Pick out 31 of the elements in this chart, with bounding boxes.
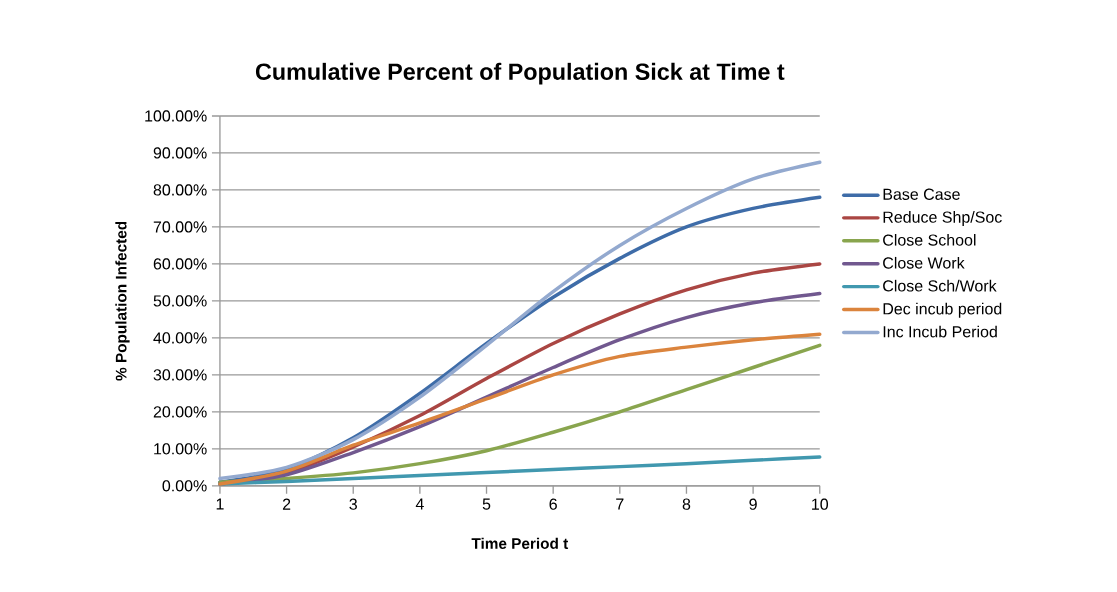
y-tick-label: 70.00% bbox=[153, 221, 207, 233]
x-tick-label: 1 bbox=[216, 498, 224, 510]
y-tick-label: 90.00% bbox=[153, 147, 207, 159]
y-tick-label: 80.00% bbox=[153, 184, 207, 196]
x-tick-label: 6 bbox=[549, 498, 557, 510]
y-tick-label: 20.00% bbox=[153, 406, 207, 418]
y-tick-label: 40.00% bbox=[153, 332, 207, 344]
x-axis-title: Time Period t bbox=[471, 537, 569, 550]
x-tick-label: 7 bbox=[616, 498, 624, 510]
x-tick-label: 9 bbox=[749, 498, 757, 510]
legend-label: Dec incub period bbox=[883, 302, 1002, 318]
x-tick-label: 5 bbox=[482, 498, 491, 510]
x-tick-label: 10 bbox=[812, 498, 829, 510]
y-tick-label: 60.00% bbox=[153, 258, 207, 270]
legend-label: Close Sch/Work bbox=[883, 279, 997, 292]
y-tick-label: 0.00% bbox=[162, 480, 207, 492]
legend-label: Reduce Shp/Soc bbox=[883, 211, 1002, 227]
x-tick-label: 4 bbox=[415, 498, 424, 510]
legend-label: Close Work bbox=[883, 257, 965, 269]
y-tick-label: 10.00% bbox=[154, 443, 207, 455]
legend-label: Base Case bbox=[883, 188, 960, 200]
y-axis-title: % Population Infected bbox=[115, 221, 130, 381]
y-tick-label: 100.00% bbox=[145, 110, 207, 122]
x-tick-label: 2 bbox=[282, 498, 291, 510]
legend-label: Close School bbox=[883, 234, 976, 246]
legend-label: Inc Incub Period bbox=[883, 325, 997, 338]
chart-title: Cumulative Percent of Population Sick at Time t bbox=[255, 62, 785, 85]
y-tick-label: 30.00% bbox=[153, 369, 207, 381]
x-tick-label: 3 bbox=[349, 498, 357, 510]
x-tick-label: 8 bbox=[682, 498, 691, 510]
y-tick-label: 50.00% bbox=[153, 295, 207, 307]
